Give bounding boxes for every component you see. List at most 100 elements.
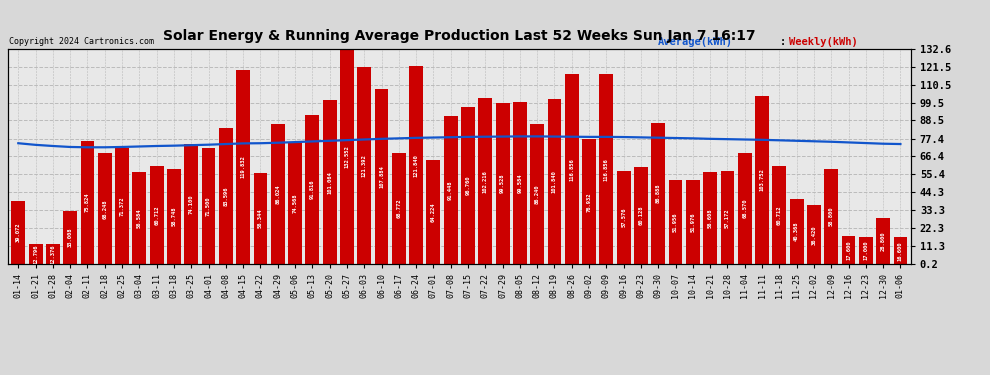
Bar [444,116,457,264]
Text: 57.576: 57.576 [621,208,627,227]
Bar [582,139,596,264]
Text: 107.884: 107.884 [379,165,384,188]
Bar [894,237,908,264]
Bar [478,98,492,264]
Bar [46,244,59,264]
Text: 101.840: 101.840 [552,170,557,193]
Text: Copyright 2024 Cartronics.com: Copyright 2024 Cartronics.com [9,37,153,46]
Bar [219,128,233,264]
Bar [115,148,129,264]
Text: 58.748: 58.748 [171,207,176,226]
Text: 17.600: 17.600 [846,240,851,260]
Text: Average(kWh): Average(kWh) [658,37,733,47]
Text: 16.600: 16.600 [898,241,903,261]
Bar [253,173,267,264]
Bar [876,217,890,264]
Text: 58.800: 58.800 [829,207,834,226]
Bar [288,143,302,264]
Text: 76.932: 76.932 [587,192,592,211]
Bar [409,66,423,264]
Text: 57.172: 57.172 [725,208,730,228]
Bar [374,89,388,264]
Bar [772,166,786,264]
Text: 91.448: 91.448 [448,180,453,200]
Text: 116.856: 116.856 [569,158,574,181]
Bar [825,169,839,264]
Bar [149,166,163,264]
Text: 60.128: 60.128 [639,206,644,225]
Text: 56.584: 56.584 [137,209,142,228]
Text: 101.064: 101.064 [327,171,332,194]
Bar [807,205,821,264]
Text: 83.596: 83.596 [224,187,229,206]
Bar [80,141,94,264]
Bar [738,153,751,264]
Bar [531,124,544,264]
Bar [651,123,665,264]
Bar [755,96,769,264]
Bar [357,67,371,264]
Text: 71.500: 71.500 [206,196,211,216]
Bar [63,211,77,264]
Text: :: : [780,37,792,47]
Text: 33.008: 33.008 [67,228,72,247]
Text: 102.216: 102.216 [483,170,488,193]
Text: 68.248: 68.248 [102,199,107,219]
Text: 99.528: 99.528 [500,174,505,193]
Text: 17.000: 17.000 [863,241,868,260]
Bar [668,180,682,264]
Text: 68.772: 68.772 [396,199,401,218]
Bar [686,180,700,264]
Text: 99.584: 99.584 [518,174,523,193]
Bar [842,236,855,264]
Text: 39.072: 39.072 [16,223,21,242]
Text: 119.832: 119.832 [241,156,246,178]
Bar [427,160,441,264]
Text: 91.816: 91.816 [310,180,315,200]
Bar [202,148,216,264]
Bar [237,69,250,264]
Text: 36.420: 36.420 [812,225,817,245]
Bar [496,102,510,264]
Text: 74.568: 74.568 [292,194,298,213]
Bar [565,74,579,264]
Text: 96.760: 96.760 [465,176,470,195]
Text: 68.570: 68.570 [742,199,747,218]
Bar [133,172,147,264]
Text: 74.100: 74.100 [189,194,194,214]
Text: 12.376: 12.376 [50,244,55,264]
Bar [11,201,25,264]
Text: 121.392: 121.392 [361,154,366,177]
Text: 86.240: 86.240 [535,184,540,204]
Text: 51.976: 51.976 [690,212,695,232]
Text: 60.712: 60.712 [154,205,159,225]
Bar [790,199,804,264]
Bar [184,144,198,264]
Bar [392,153,406,264]
Text: 28.800: 28.800 [881,231,886,251]
Bar [859,237,873,264]
Text: 12.796: 12.796 [33,244,38,264]
Text: 121.840: 121.840 [414,154,419,177]
Bar [340,49,353,264]
Text: 103.752: 103.752 [759,169,764,191]
Bar [513,102,527,264]
Text: 64.224: 64.224 [431,202,436,222]
Bar [617,171,631,264]
Text: 56.344: 56.344 [258,209,263,228]
Bar [306,115,319,264]
Bar [271,124,285,264]
Text: 86.024: 86.024 [275,184,280,204]
Bar [323,100,337,264]
Text: 60.712: 60.712 [777,205,782,225]
Text: 86.888: 86.888 [655,184,660,204]
Bar [167,169,181,264]
Bar [547,99,561,264]
Bar [461,107,475,264]
Bar [600,74,613,264]
Title: Solar Energy & Running Average Production Last 52 Weeks Sun Jan 7 16:17: Solar Energy & Running Average Productio… [163,29,755,44]
Bar [703,172,717,264]
Bar [634,166,647,264]
Bar [721,171,735,264]
Bar [29,244,43,264]
